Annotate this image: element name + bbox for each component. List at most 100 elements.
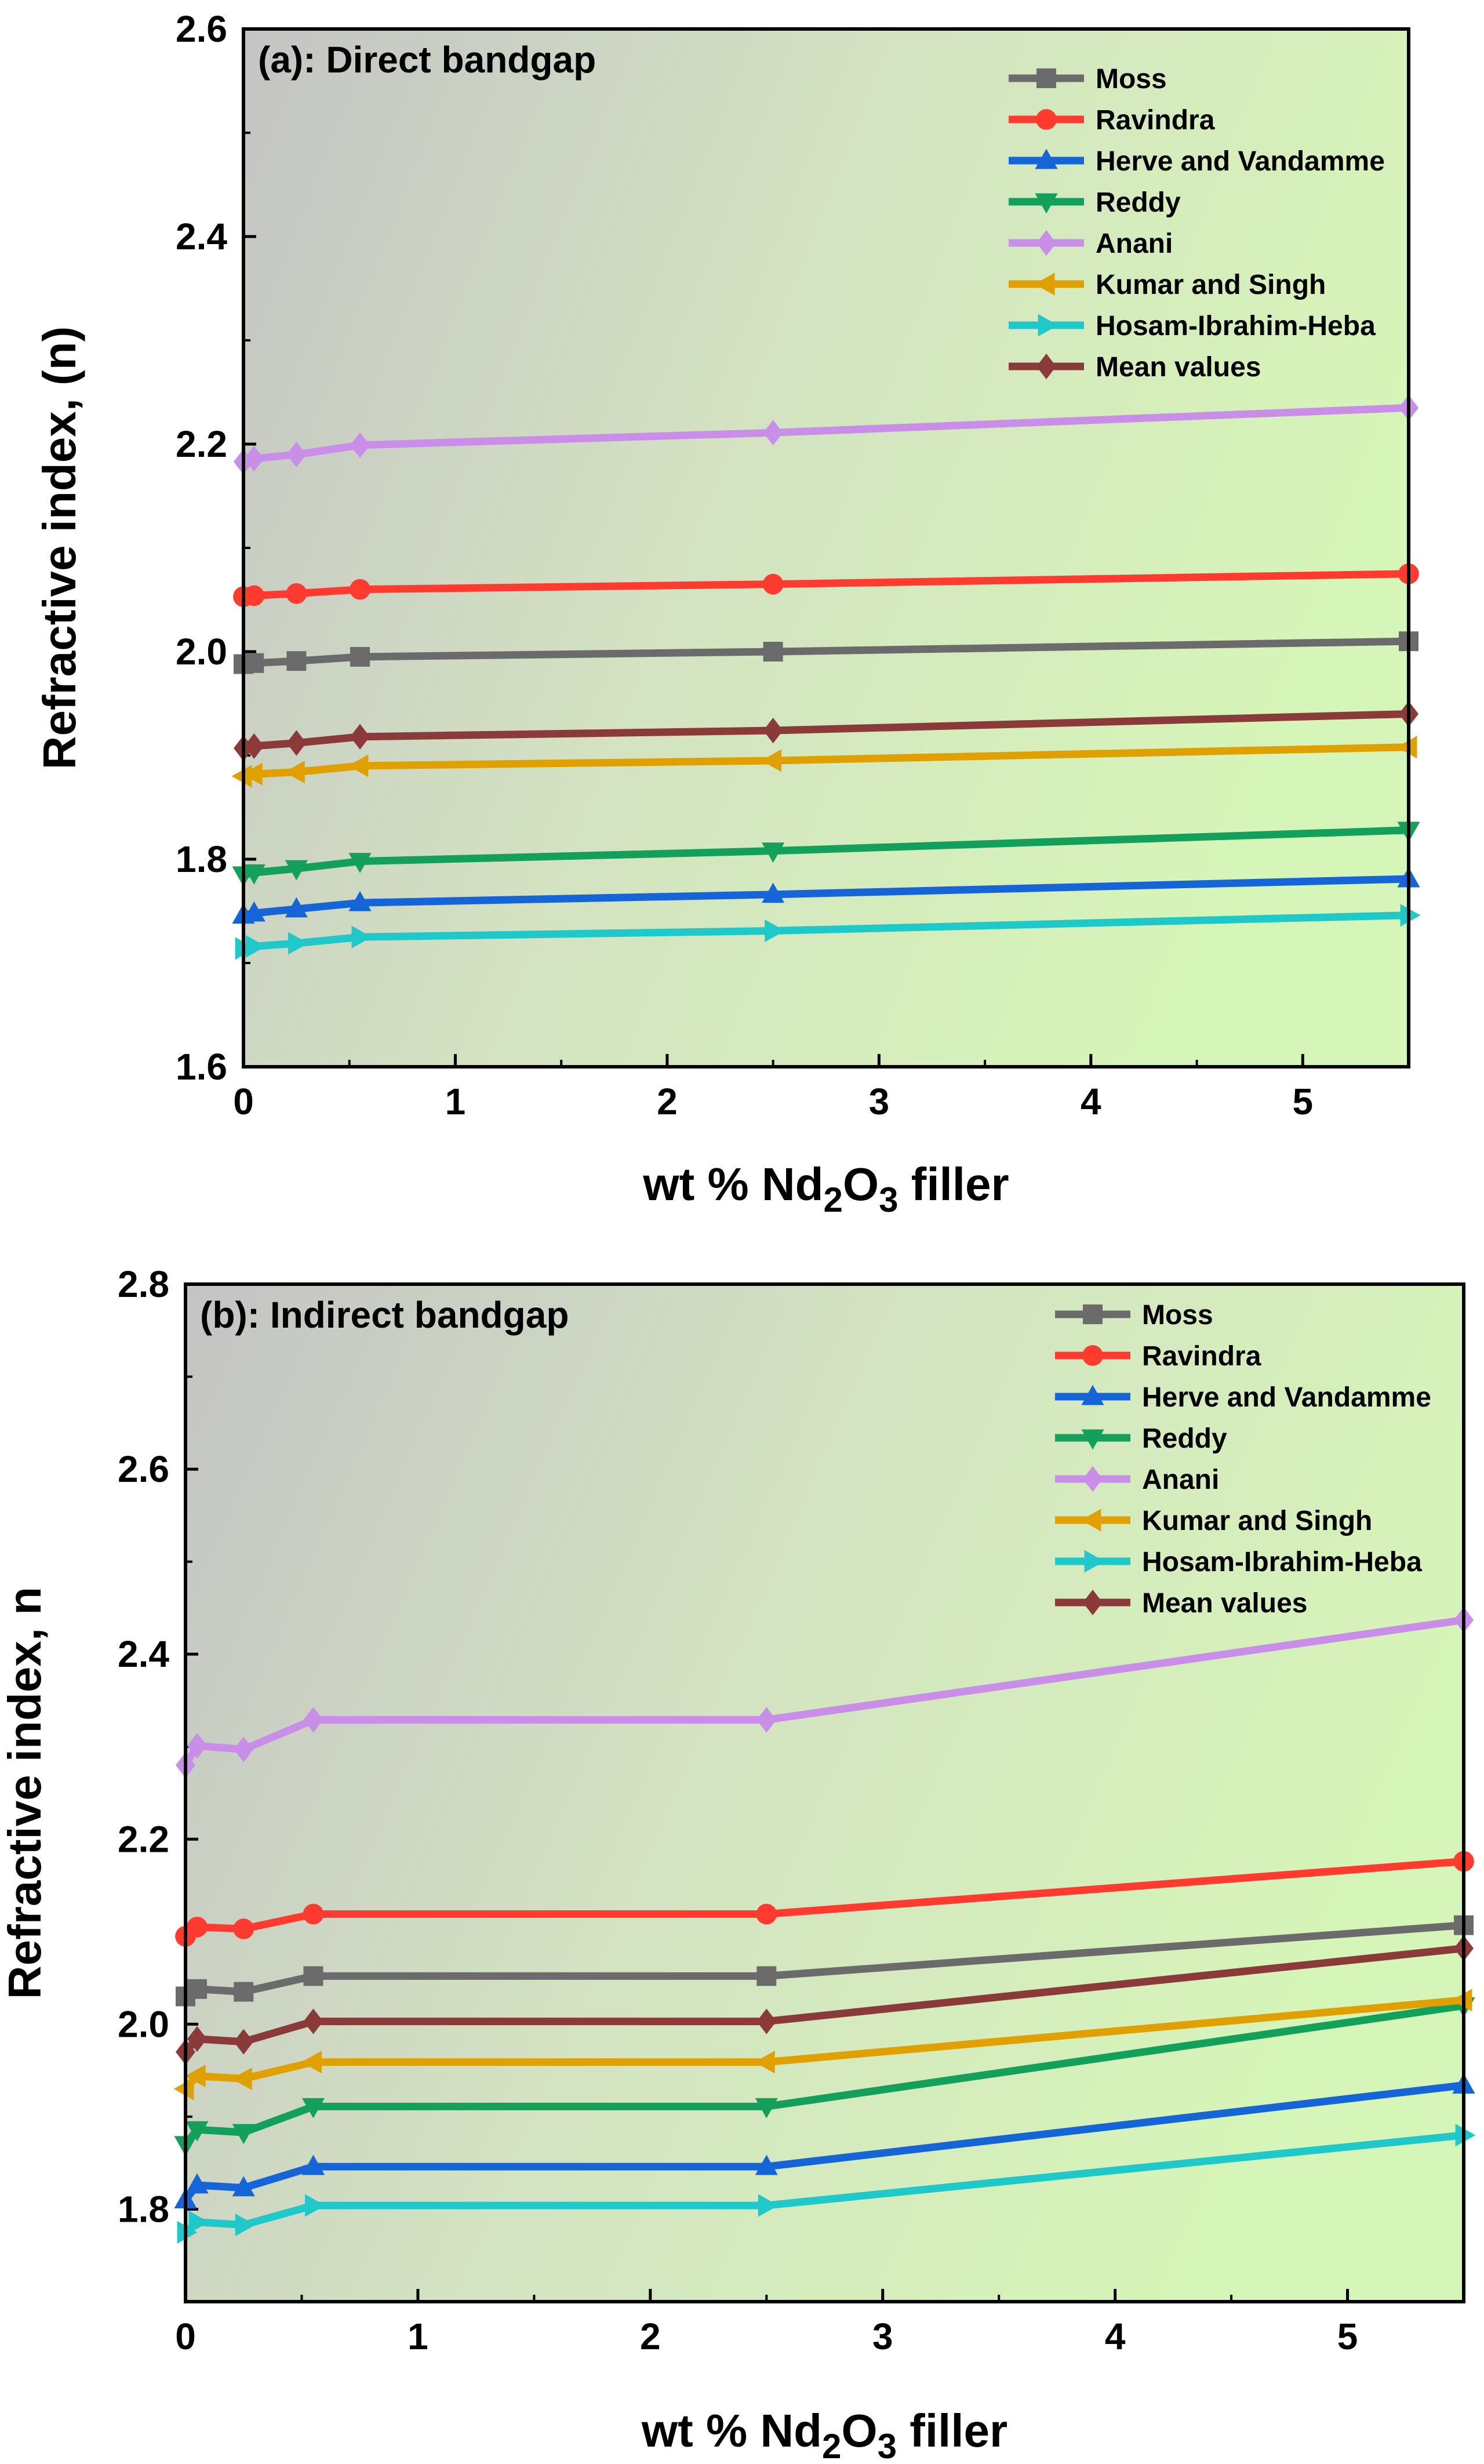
legend-marker-herve-and-vandamme: [1081, 1384, 1104, 1405]
x-tick-label: 5: [1292, 1081, 1313, 1122]
legend-marker-reddy: [1081, 1429, 1104, 1450]
plot-background: [243, 29, 1409, 1067]
data-point-moss: [244, 653, 264, 673]
legend-marker-hosam-ibrahim-heba: [1038, 314, 1059, 337]
x-tick-label: 0: [175, 2316, 196, 2357]
data-point-herve-and-vandamme: [755, 2154, 778, 2175]
x-tick-label: 0: [233, 1081, 254, 1122]
x-tick-label: 2: [640, 2316, 661, 2357]
data-point-reddy: [242, 864, 265, 885]
data-point-mean-values: [187, 2026, 208, 2052]
data-point-anani: [763, 420, 783, 446]
legend-marker-anani: [1083, 1466, 1103, 1492]
legend: Moss Ravindra Herve and Vandamme Reddy Anani…: [1009, 64, 1385, 383]
y-tick-label: 2.4: [176, 216, 227, 257]
data-point-moss: [756, 1966, 777, 1986]
data-point-hosam-ibrahim-heba: [351, 925, 372, 948]
data-point-ravindra: [350, 579, 370, 600]
data-point-hosam-ibrahim-heba: [245, 935, 266, 958]
data-point-moss: [350, 646, 370, 667]
data-point-kumar-and-singh: [761, 749, 782, 772]
data-point-ravindra: [762, 573, 784, 595]
x-tick-label: 4: [1105, 2316, 1126, 2357]
legend-marker-herve-and-vandamme: [1035, 148, 1058, 169]
data-point-hosam-ibrahim-heba: [305, 2194, 325, 2217]
legend-label-moss: Moss: [1142, 1300, 1213, 1331]
data-point-mean-values: [234, 2029, 254, 2055]
data-point-anani: [350, 432, 370, 458]
plot-background: [186, 1284, 1464, 2302]
legend-label-reddy: Reddy: [1096, 187, 1181, 218]
data-point-reddy: [348, 853, 372, 873]
data-point-moss: [187, 1979, 208, 1999]
data-point-anani: [756, 1707, 777, 1733]
data-point-anani: [244, 445, 264, 472]
x-tick-label: 1: [445, 1081, 466, 1122]
data-point-ravindra: [243, 585, 265, 606]
data-point-ravindra: [756, 1903, 777, 1925]
panel-title: (b): Indirect bandgap: [200, 1294, 569, 1336]
panel-title: (a): Direct bandgap: [258, 39, 596, 81]
legend-label-hosam-ibrahim-heba: Hosam-Ibrahim-Heba: [1142, 1547, 1422, 1578]
series-group: [231, 395, 1421, 960]
y-tick-label: 2.6: [176, 8, 227, 50]
legend-label-herve-and-vandamme: Herve and Vandamme: [1096, 146, 1385, 177]
legend-marker-reddy: [1035, 193, 1058, 214]
data-point-moss: [286, 651, 307, 671]
legend-marker-anani: [1036, 230, 1056, 256]
data-point-herve-and-vandamme: [232, 2176, 255, 2197]
plot-frame: [184, 1282, 1465, 2303]
data-point-kumar-and-singh: [301, 2051, 322, 2074]
y-tick-label: 2.2: [176, 423, 227, 465]
x-axis-title: wt % Nd2O3 filler: [641, 2405, 1007, 2464]
x-axis-title: wt % Nd2O3 filler: [642, 1158, 1009, 1219]
data-point-anani: [303, 1707, 323, 1733]
data-point-reddy: [301, 2098, 325, 2118]
legend-label-ravindra: Ravindra: [1096, 105, 1215, 136]
legend-marker-mean-values: [1036, 353, 1056, 380]
y-tick-label: 2.4: [118, 1633, 169, 1675]
y-tick-label: 2.0: [118, 2003, 169, 2045]
data-point-hosam-ibrahim-heba: [758, 2194, 779, 2217]
legend-label-anani: Anani: [1142, 1464, 1219, 1495]
y-tick-label: 2.0: [176, 631, 227, 673]
legend-label-anani: Anani: [1096, 228, 1173, 259]
y-tick-label: 2.2: [118, 1818, 169, 1860]
data-point-hosam-ibrahim-heba: [188, 2211, 209, 2234]
data-point-ravindra: [187, 1916, 208, 1938]
data-point-mean-values: [244, 733, 264, 759]
data-point-herve-and-vandamme: [348, 891, 372, 911]
y-axis-title: Refractive index, n: [0, 1587, 50, 1999]
legend-marker-moss: [1036, 68, 1056, 88]
data-point-ravindra: [303, 1903, 324, 1925]
legend-marker-moss: [1083, 1304, 1103, 1324]
data-point-herve-and-vandamme: [285, 897, 308, 918]
x-tick-label: 1: [408, 2316, 428, 2357]
panel-a-direct-bandgap: 1.6 1.8 2.0 2.2 2.4 2.6 0 1 2 3 4 5 (a): Direct band…: [34, 8, 1421, 1219]
data-point-ravindra: [286, 583, 307, 604]
data-point-kumar-and-singh: [284, 761, 305, 784]
data-point-kumar-and-singh: [231, 2067, 252, 2091]
data-point-hosam-ibrahim-heba: [235, 2214, 256, 2237]
data-point-mean-values: [763, 717, 783, 744]
data-point-kumar-and-singh: [348, 754, 369, 777]
y-tick-label: 1.6: [176, 1046, 227, 1088]
plot-frame: [242, 27, 1410, 1069]
legend-label-mean-values: Mean values: [1096, 352, 1261, 383]
x-tick-label: 4: [1081, 1081, 1101, 1122]
legend-label-ravindra: Ravindra: [1142, 1341, 1261, 1372]
data-point-kumar-and-singh: [754, 2051, 775, 2074]
legend-marker-hosam-ibrahim-heba: [1084, 1550, 1105, 1573]
data-point-reddy: [762, 842, 785, 863]
data-point-ravindra: [233, 1918, 254, 1939]
legend: Moss Ravindra Herve and Vandamme Reddy Anani…: [1055, 1300, 1431, 1619]
legend-label-moss: Moss: [1096, 64, 1167, 95]
series-group: [173, 1607, 1476, 2244]
data-point-reddy: [232, 2124, 255, 2145]
data-point-reddy: [755, 2098, 778, 2118]
legend-label-hosam-ibrahim-heba: Hosam-Ibrahim-Heba: [1096, 311, 1376, 341]
data-point-moss: [303, 1966, 323, 1986]
y-tick-label: 1.8: [118, 2188, 169, 2230]
legend-label-herve-and-vandamme: Herve and Vandamme: [1142, 1382, 1431, 1413]
data-point-kumar-and-singh: [242, 762, 263, 786]
